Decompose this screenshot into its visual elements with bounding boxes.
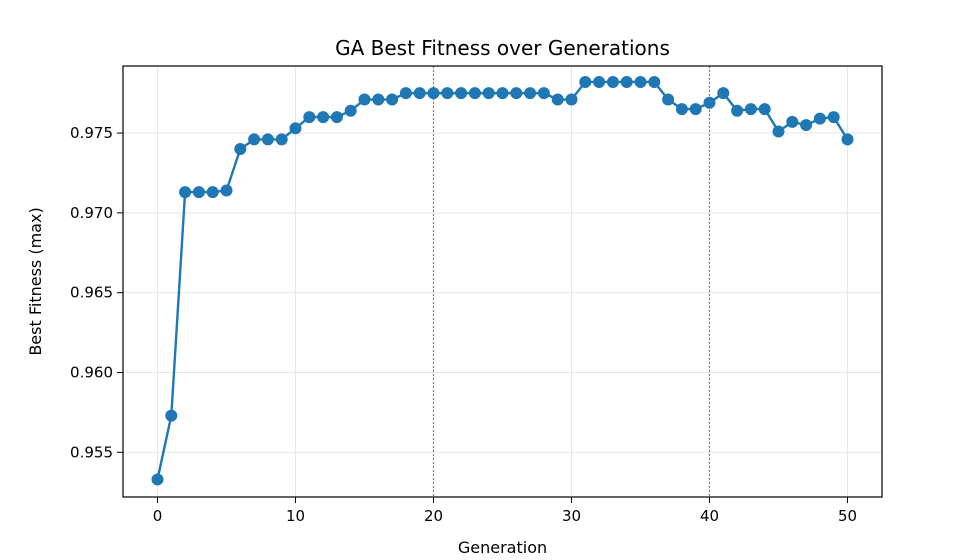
data-point	[758, 103, 771, 116]
data-point	[634, 75, 647, 88]
data-point	[606, 75, 619, 88]
data-point	[234, 143, 247, 156]
data-point	[593, 75, 606, 88]
data-point	[248, 133, 261, 146]
series-layer	[151, 75, 854, 486]
data-point	[537, 87, 550, 100]
data-point	[772, 125, 785, 138]
data-point	[372, 93, 385, 106]
data-point	[551, 93, 564, 106]
data-point	[731, 104, 744, 117]
x-tick-label: 30	[562, 507, 581, 525]
data-point	[261, 133, 274, 146]
data-point	[413, 87, 426, 100]
data-point	[579, 75, 592, 88]
data-point	[427, 87, 440, 100]
x-tick-label: 10	[286, 507, 305, 525]
data-point	[441, 87, 454, 100]
data-point	[289, 122, 302, 135]
data-point	[358, 93, 371, 106]
data-point	[841, 133, 854, 146]
y-tick-label: 0.955	[70, 443, 113, 461]
data-point	[648, 75, 661, 88]
y-axis-label: Best Fitness (max)	[26, 207, 45, 355]
data-point	[717, 87, 730, 100]
x-axis-label: Generation	[458, 538, 547, 557]
data-point	[675, 103, 688, 116]
data-point	[399, 87, 412, 100]
data-point	[662, 93, 675, 106]
y-tick-label: 0.975	[70, 124, 113, 142]
data-point	[192, 186, 205, 199]
data-point	[468, 87, 481, 100]
y-tick-label: 0.970	[70, 204, 113, 222]
data-point	[496, 87, 509, 100]
data-point	[344, 104, 357, 117]
x-tick-label: 0	[153, 507, 163, 525]
data-point	[220, 184, 233, 197]
data-point	[455, 87, 468, 100]
data-point	[317, 111, 330, 124]
data-point	[330, 111, 343, 124]
data-point	[206, 186, 219, 199]
data-point	[703, 96, 716, 109]
data-point	[275, 133, 288, 146]
data-point	[524, 87, 537, 100]
chart-title: GA Best Fitness over Generations	[335, 36, 670, 60]
data-point	[179, 186, 192, 199]
data-point	[482, 87, 495, 100]
x-tick-label: 40	[700, 507, 719, 525]
data-point	[165, 409, 178, 422]
data-point	[303, 111, 316, 124]
y-tick-label: 0.960	[70, 363, 113, 381]
data-point	[744, 103, 757, 116]
y-tick-label: 0.965	[70, 284, 113, 302]
data-point	[813, 112, 826, 125]
x-tick-label: 50	[838, 507, 857, 525]
data-point	[510, 87, 523, 100]
data-point	[386, 93, 399, 106]
data-point	[800, 119, 813, 132]
data-point	[565, 93, 578, 106]
data-point	[827, 111, 840, 124]
tick-layer: 0 10 20 30 40 50 0.955 0.960 0.965 0.970 0.975	[70, 124, 857, 525]
x-tick-label: 20	[424, 507, 443, 525]
data-point	[689, 103, 702, 116]
data-point	[151, 473, 164, 486]
data-point	[786, 115, 799, 128]
plot-frame	[122, 65, 883, 498]
data-point	[620, 75, 633, 88]
